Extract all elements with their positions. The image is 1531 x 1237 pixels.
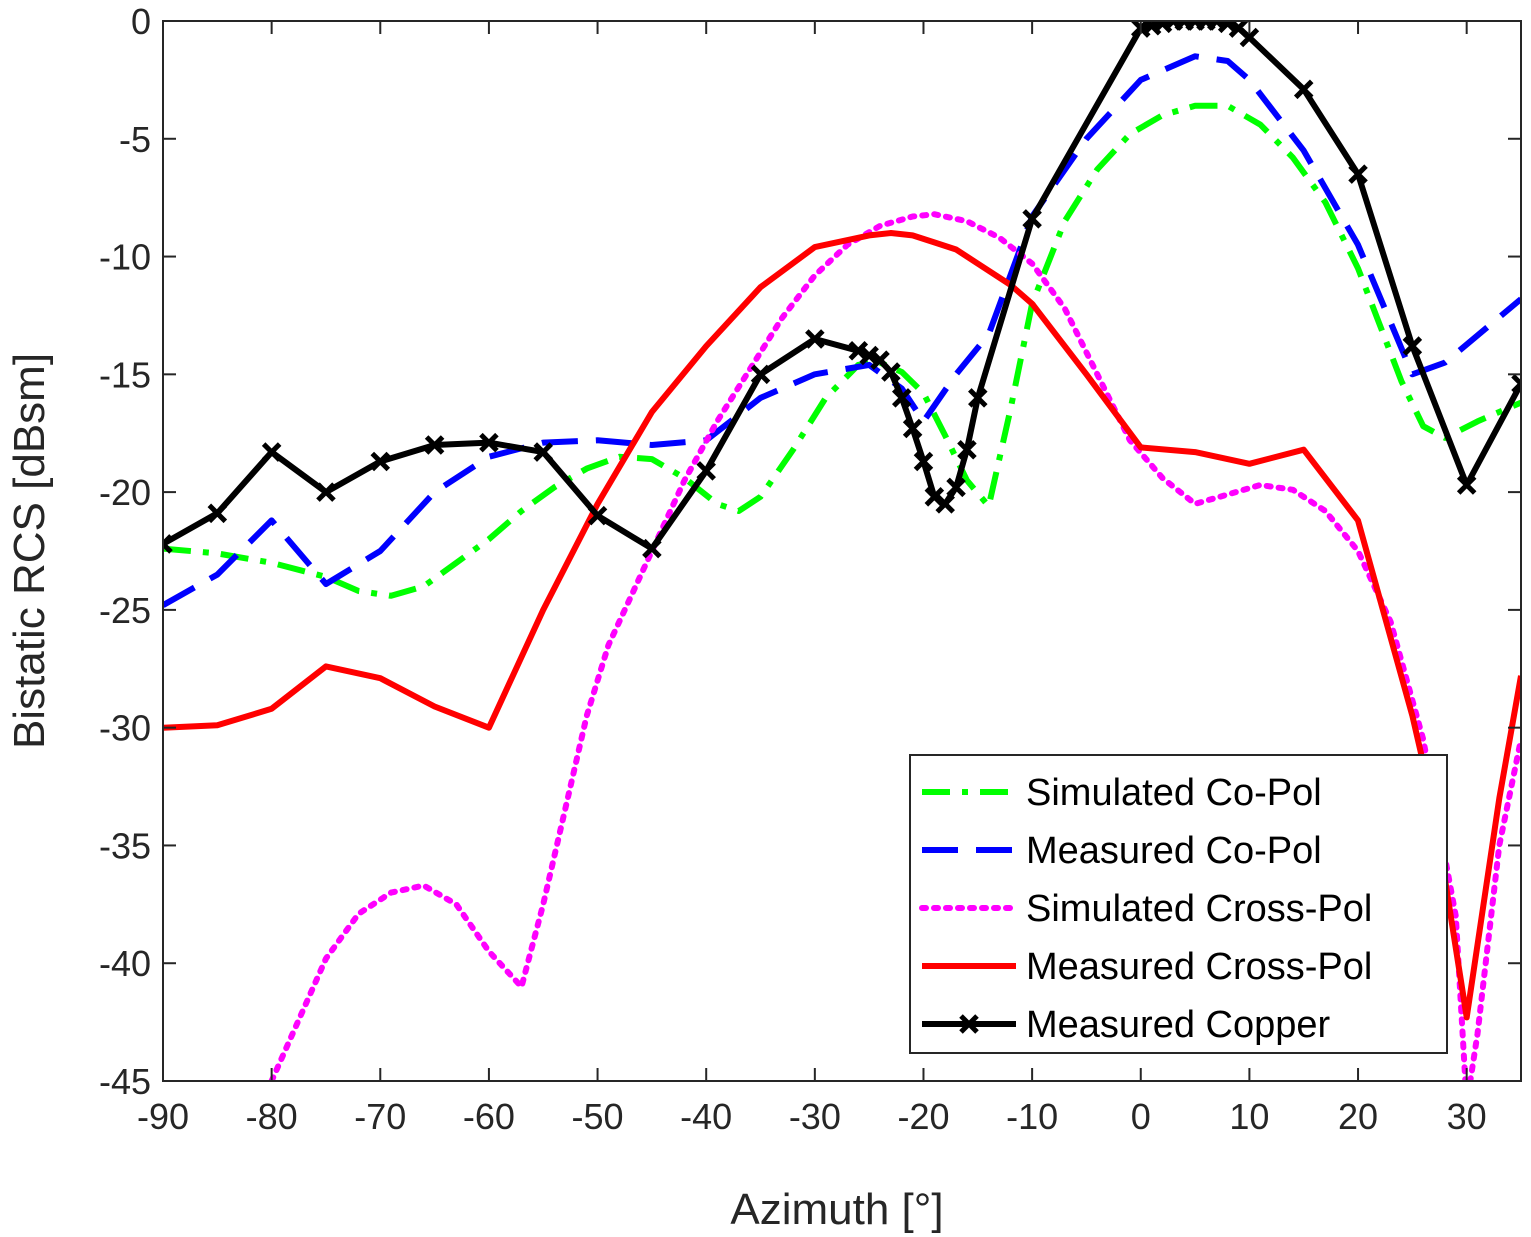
legend-label: Measured Co-Pol (1026, 830, 1322, 872)
x-tick-label: 0 (1131, 1096, 1151, 1137)
copper-data-point (968, 388, 988, 408)
x-tick-label: -90 (137, 1096, 189, 1137)
copper-data-point (1511, 373, 1521, 394)
copper-data-point (902, 418, 923, 439)
copper-data-point (1022, 209, 1042, 229)
y-tick-label: 0 (131, 1, 151, 42)
y-tick-label: -25 (99, 590, 151, 631)
series-line-simulated-co-pol (163, 102, 1521, 599)
x-tick-label: -40 (680, 1096, 732, 1137)
copper-data-point (859, 345, 879, 366)
x-tick-label: -70 (354, 1096, 406, 1137)
copper-data-point (207, 503, 228, 524)
copper-data-point (1239, 27, 1260, 48)
x-tick-label: -60 (463, 1096, 515, 1137)
y-tick-label: -30 (99, 708, 151, 749)
copper-data-point (946, 477, 966, 498)
copper-data-point (935, 494, 955, 514)
x-tick-label: -80 (246, 1096, 298, 1137)
x-tick-label: -10 (1006, 1096, 1058, 1137)
copper-data-point (316, 482, 336, 502)
legend-label: Measured Copper (1026, 1004, 1331, 1046)
legend-label: Simulated Cross-Pol (1026, 888, 1372, 930)
series-line-measured-cross-pol (163, 230, 1521, 1021)
x-tick-label: 30 (1447, 1096, 1487, 1137)
copper-data-point (1402, 336, 1423, 356)
marker-layer (163, 21, 1521, 559)
copper-data-point (913, 451, 934, 472)
copper-data-point (881, 362, 901, 382)
copper-data-point (924, 487, 945, 507)
y-tick-label: -45 (99, 1061, 151, 1102)
copper-data-point (891, 388, 912, 408)
x-axis-ticks: -90 -80 -70 -60 -50 -40 -30 -20 -10 0 10 20 30 (137, 21, 1487, 1137)
copper-data-point (424, 435, 445, 455)
x-tick-label: -20 (897, 1096, 949, 1137)
y-tick-label: -10 (99, 237, 151, 278)
x-axis-label: Azimuth [°] (730, 1185, 943, 1234)
plot-frame (162, 20, 1522, 1082)
copper-data-point (750, 364, 771, 385)
copper-data-point (163, 534, 173, 554)
y-axis-ticks: 0 -5 -10 -15 -20 -25 -30 -35 -40 -45 (99, 1, 1521, 1102)
series-line-simulated-cross-pol (268, 211, 1521, 1081)
legend: Simulated Co-Pol Measured Co-Pol Simulated… (909, 754, 1448, 1054)
copper-data-point (642, 538, 662, 559)
copper-data-point (696, 461, 716, 481)
copper-data-point (261, 442, 282, 462)
x-tick-label: -30 (789, 1096, 841, 1137)
x-tick-label: 10 (1229, 1096, 1269, 1137)
legend-label: Measured Cross-Pol (1026, 946, 1372, 988)
copper-data-point (805, 329, 825, 349)
y-tick-label: -40 (99, 943, 151, 984)
copper-data-point (479, 432, 499, 453)
copper-data-point (848, 341, 869, 361)
copper-data-point (587, 505, 608, 526)
x-tick-label: 20 (1338, 1096, 1378, 1137)
y-tick-label: -35 (99, 825, 151, 866)
legend-label: Simulated Co-Pol (1026, 772, 1322, 814)
y-tick-label: -5 (119, 119, 151, 160)
copper-data-point (1217, 21, 1238, 34)
copper-data-point (1456, 475, 1477, 495)
copper-data-point (1348, 164, 1368, 184)
series-line-measured-co-pol (163, 53, 1521, 608)
y-tick-label: -20 (99, 472, 151, 513)
legend-marker (959, 1014, 979, 1034)
y-tick-label: -15 (99, 354, 151, 395)
copper-data-point (957, 439, 977, 460)
legend-box (909, 754, 1448, 1054)
copper-data-point (533, 442, 554, 462)
copper-data-point (1293, 79, 1314, 100)
x-tick-label: -50 (572, 1096, 624, 1137)
y-axis-label: Bistatic RCS [dBsm] (5, 353, 54, 749)
copper-data-point (370, 451, 391, 472)
